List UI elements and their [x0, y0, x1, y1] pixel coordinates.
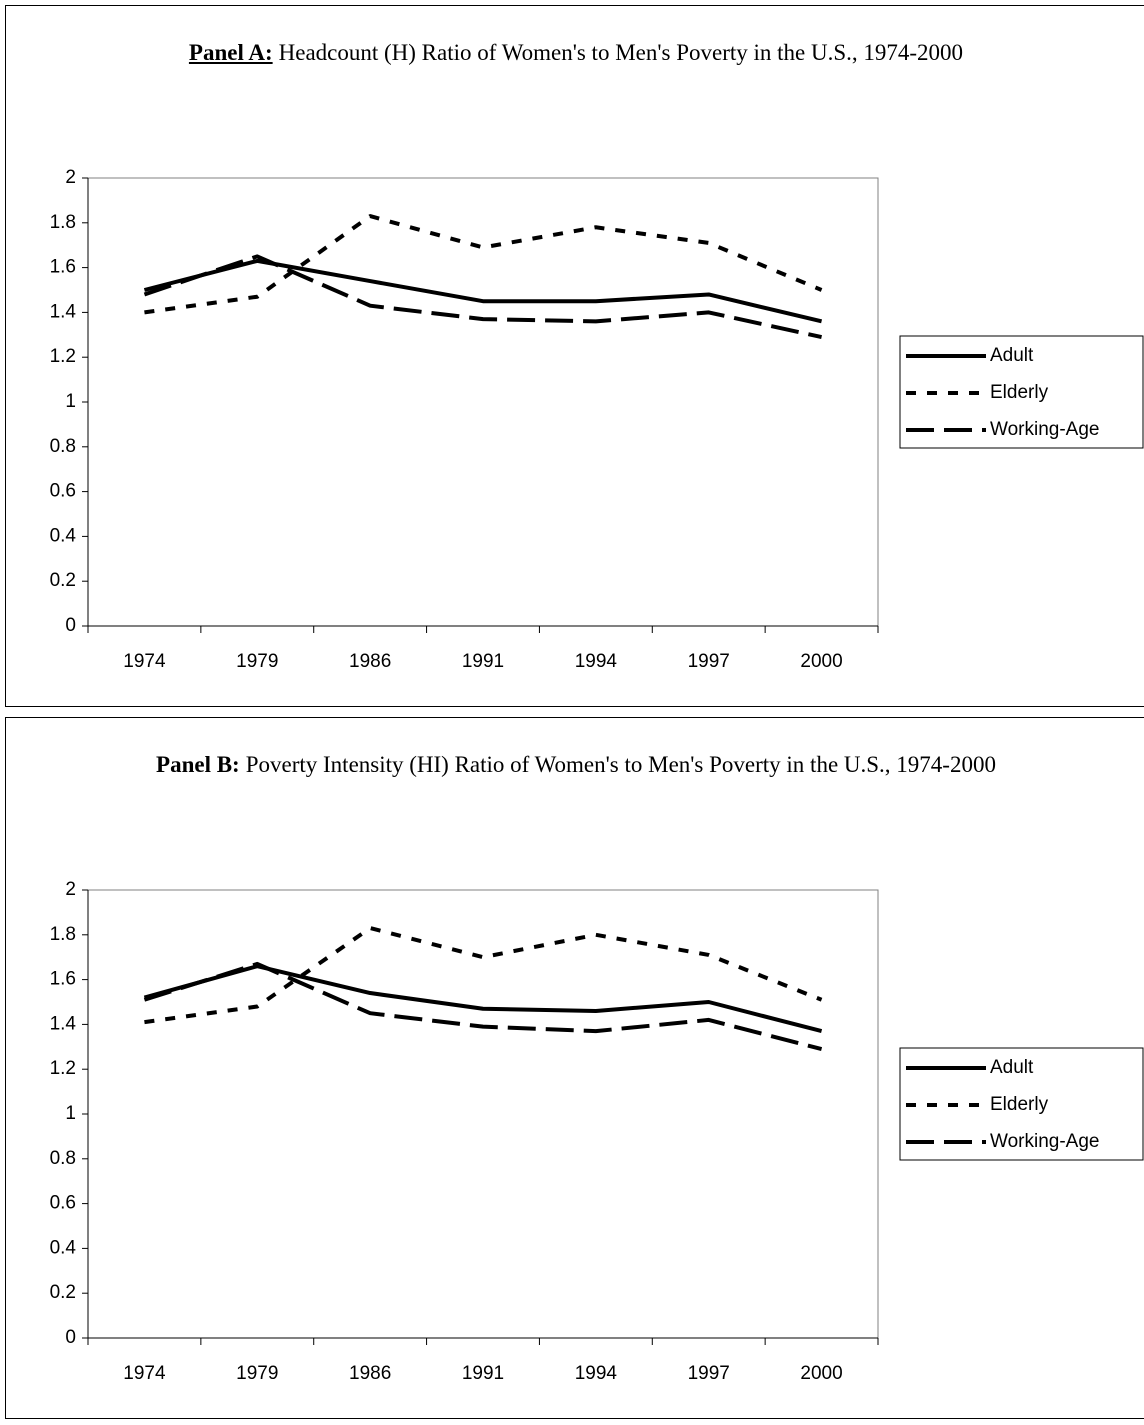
y-tick-label: 0: [65, 615, 76, 636]
y-tick-label: 1.8: [50, 212, 76, 233]
y-tick-label: 0.2: [50, 570, 76, 591]
x-tick-label: 1991: [462, 1363, 504, 1384]
y-tick-label: 0.6: [50, 1193, 76, 1214]
x-tick-label: 1997: [688, 1363, 730, 1384]
line-series: [144, 214, 823, 315]
y-tick-label: 1: [65, 391, 76, 412]
y-tick-label: 2: [65, 879, 76, 900]
legend-label: Adult: [990, 1057, 1034, 1078]
panel-label: Panel B:: [156, 752, 240, 777]
y-tick-label: 1.8: [50, 924, 76, 945]
x-tick-label: 1997: [688, 651, 730, 672]
y-tick-label: 1.4: [50, 1013, 77, 1034]
y-tick-label: 2: [65, 167, 76, 188]
x-tick-label: 1991: [462, 651, 504, 672]
legend-label: Working-Age: [990, 1131, 1099, 1152]
chart: 0 0.2 0.4 0.6 0.8 1 1.2 1.4 1.6 1.8 2 1974 1979 1986 1…: [50, 167, 1144, 672]
y-tick-label: 0.8: [50, 436, 76, 457]
x-tick-label: 1986: [349, 651, 391, 672]
y-tick-label: 0.4: [50, 1237, 77, 1258]
x-tick-label: 1994: [575, 1363, 618, 1384]
panel: Panel B: Poverty Intensity (HI) Ratio of …: [5, 717, 1144, 1419]
y-tick-label: 0.6: [50, 481, 76, 502]
y-tick-label: 1.6: [50, 969, 76, 990]
x-tick-label: 1974: [123, 1363, 166, 1384]
y-tick-label: 0.4: [50, 525, 77, 546]
y-tick-label: 1.2: [50, 1058, 76, 1079]
chart-title: Panel A: Headcount (H) Ratio of Women's t…: [136, 36, 1016, 70]
plot-area: [87, 889, 879, 1339]
y-tick-label: 0.2: [50, 1282, 76, 1303]
legend-label: Elderly: [990, 382, 1049, 403]
title-text: Poverty Intensity (HI) Ratio of Women's …: [245, 752, 996, 777]
panel: Panel A: Headcount (H) Ratio of Women's t…: [5, 5, 1144, 707]
x-tick-label: 2000: [800, 1363, 842, 1384]
x-tick-label: 1979: [236, 1363, 278, 1384]
plot-area: [87, 177, 879, 627]
panel-label: Panel A:: [188, 40, 273, 65]
x-tick-label: 1974: [123, 651, 166, 672]
y-tick-label: 1.4: [50, 301, 77, 322]
chart: 0 0.2 0.4 0.6 0.8 1 1.2 1.4 1.6 1.8 2 1974 1979 1986 1…: [50, 879, 1144, 1384]
line-series: [143, 964, 823, 1034]
y-tick-label: 1.6: [50, 257, 76, 278]
y-tick-label: 0: [65, 1327, 76, 1348]
line-series: [144, 926, 823, 1025]
x-tick-label: 1986: [349, 1363, 391, 1384]
line-series: [143, 254, 822, 339]
x-tick-label: 2000: [800, 651, 842, 672]
x-tick-label: 1979: [236, 651, 278, 672]
line-series: [143, 258, 823, 324]
legend-label: Elderly: [990, 1094, 1049, 1115]
legend-label: Adult: [990, 345, 1034, 366]
y-tick-label: 1: [65, 1103, 76, 1124]
title-text: Headcount (H) Ratio of Women's to Men's …: [278, 40, 964, 65]
x-tick-label: 1994: [575, 651, 618, 672]
legend-label: Working-Age: [990, 419, 1099, 440]
line-series: [143, 961, 823, 1051]
chart-title: Panel B: Poverty Intensity (HI) Ratio of …: [136, 748, 1016, 782]
y-tick-label: 1.2: [50, 346, 76, 367]
y-tick-label: 0.8: [50, 1148, 76, 1169]
